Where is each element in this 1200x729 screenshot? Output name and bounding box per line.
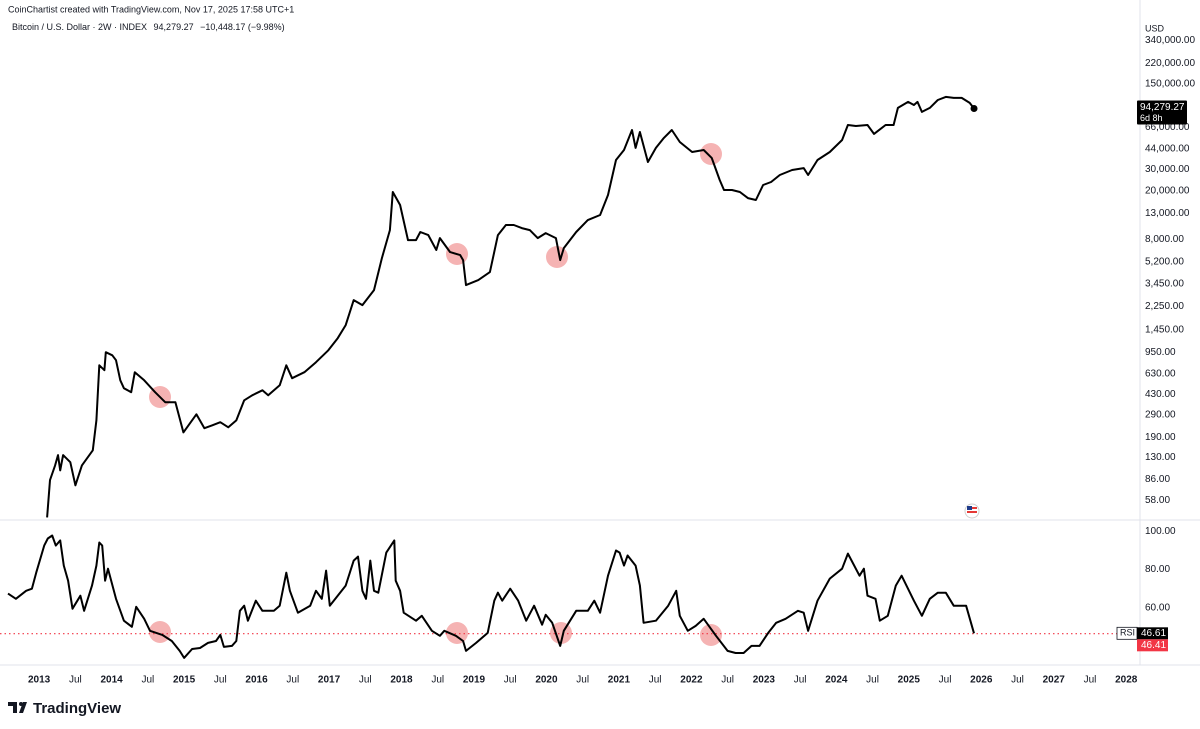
flag-canton: [967, 506, 972, 510]
x-tick-label: 2016: [245, 675, 268, 686]
highlight: [700, 143, 722, 165]
x-tick-label: Jul: [576, 675, 589, 686]
y-tick-label: 44,000.00: [1145, 143, 1190, 154]
x-tick-label: 2025: [898, 675, 921, 686]
y-tick-label: 630.00: [1145, 369, 1176, 380]
brand: TradingView: [33, 700, 121, 717]
y-tick-label: 340,000.00: [1145, 35, 1195, 46]
x-tick-label: 2015: [173, 675, 196, 686]
x-tick-label: 2028: [1115, 675, 1138, 686]
x-tick-label: 2027: [1043, 675, 1066, 686]
y-tick-label: 20,000.00: [1145, 185, 1190, 196]
flag-stripe: [967, 511, 977, 513]
y-tick-label: 190.00: [1145, 432, 1176, 443]
highlight: [546, 246, 568, 268]
x-tick-label: Jul: [649, 675, 662, 686]
y-tick-label: 950.00: [1145, 347, 1176, 358]
y-tick-label: 430.00: [1145, 389, 1176, 400]
x-tick-label: Jul: [286, 675, 299, 686]
flag-icon: [964, 503, 980, 519]
x-tick-label: Jul: [504, 675, 517, 686]
y-tick-label: 130.00: [1145, 452, 1176, 463]
y-tick-label: 150,000.00: [1145, 78, 1195, 89]
x-tick-label: Jul: [866, 675, 879, 686]
y-tick-label: 8,000.00: [1145, 234, 1184, 245]
y-tick-label: 2,250.00: [1145, 301, 1184, 312]
credit: CoinChartist created with TradingView.co…: [8, 4, 294, 14]
reference-label: 46.41: [1141, 640, 1166, 651]
y-tick-label: 1,450.00: [1145, 324, 1184, 335]
y-tick-label: 60.00: [1145, 602, 1170, 613]
currency: USD: [1145, 23, 1165, 33]
last-value-box: [1137, 627, 1168, 640]
y-tick-label: 100.00: [1145, 526, 1176, 537]
symbol: Bitcoin / U.S. Dollar · 2W · INDEX: [12, 22, 147, 32]
y-tick-label: 58.00: [1145, 495, 1170, 506]
x-tick-label: 2024: [825, 675, 848, 686]
y-tick-label: 220,000.00: [1145, 58, 1195, 69]
countdown: 6d 8h: [1140, 113, 1163, 123]
highlight: [446, 622, 468, 644]
y-tick-label: 13,000.00: [1145, 208, 1190, 219]
reference-box: [1137, 639, 1168, 652]
x-tick-label: 2018: [390, 675, 413, 686]
symbol-line: Bitcoin / U.S. Dollar · 2W · INDEX 94,27…: [12, 22, 285, 32]
last-value-label: 46.61: [1141, 628, 1166, 639]
y-tick-label: 3,450.00: [1145, 278, 1184, 289]
highlight: [700, 624, 722, 646]
y-tick-label: 86.00: [1145, 474, 1170, 485]
y-tick-label: 290.00: [1145, 410, 1176, 421]
series-line: [7, 534, 975, 659]
series-line: [46, 95, 975, 518]
x-tick-label: 2017: [318, 675, 341, 686]
x-tick-label: 2022: [680, 675, 703, 686]
x-tick-label: 2026: [970, 675, 993, 686]
brand-dot: [19, 702, 23, 706]
y-tick-label: 5,200.00: [1145, 257, 1184, 268]
header-price: 94,279.27: [154, 22, 194, 32]
x-tick-label: Jul: [141, 675, 154, 686]
x-tick-label: 2023: [753, 675, 776, 686]
x-tick-label: 2014: [100, 675, 123, 686]
x-tick-label: Jul: [1011, 675, 1024, 686]
x-tick-label: Jul: [794, 675, 807, 686]
x-tick-label: Jul: [939, 675, 952, 686]
x-tick-label: Jul: [431, 675, 444, 686]
x-tick-label: 2020: [535, 675, 558, 686]
x-tick-label: 2019: [463, 675, 486, 686]
last-point: [970, 104, 978, 112]
x-tick-label: Jul: [721, 675, 734, 686]
y-tick-label: 80.00: [1145, 564, 1170, 575]
x-tick-label: Jul: [214, 675, 227, 686]
series-name: RSI: [1120, 628, 1135, 638]
y-tick-label: 30,000.00: [1145, 164, 1190, 175]
x-tick-label: Jul: [1084, 675, 1097, 686]
x-tick-label: Jul: [359, 675, 372, 686]
x-tick-label: 2013: [28, 675, 51, 686]
header-change: −10,448.17 (−9.98%): [200, 22, 285, 32]
y-tick-label: 66,000.00: [1145, 122, 1190, 133]
brand-logo: [8, 702, 27, 713]
last-value-label: 94,279.27: [1140, 102, 1185, 113]
price-label-box: [1137, 100, 1187, 125]
x-tick-label: Jul: [69, 675, 82, 686]
x-tick-label: 2021: [608, 675, 631, 686]
